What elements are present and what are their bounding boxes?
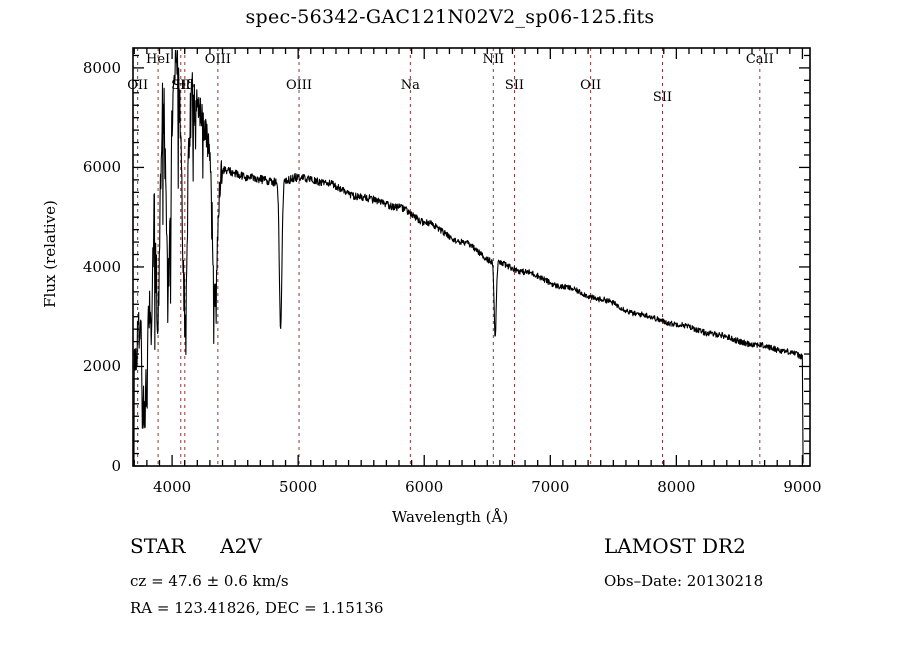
x-tick-label: 9000 (783, 478, 822, 496)
metadata-left-column: STAR A2V cz = 47.6 ± 0.6 km/s RA = 123.4… (130, 534, 383, 626)
spectral-line-label: Na (400, 78, 420, 93)
y-tick-label: 6000 (82, 158, 121, 177)
radial-velocity: cz = 47.6 ± 0.6 km/s (130, 572, 289, 590)
observation-date: Obs–Date: 20130218 (604, 572, 764, 590)
y-tick-label: 2000 (82, 357, 121, 376)
sky-coordinates: RA = 123.41826, DEC = 1.15136 (130, 599, 384, 617)
page-title: spec-56342-GAC121N02V2_sp06-125.fits (245, 6, 655, 28)
object-type: STAR (130, 534, 186, 558)
spectral-line-label: NII (482, 52, 505, 67)
x-tick-label: 5000 (279, 478, 318, 496)
marker-lines-group (137, 48, 761, 466)
x-tick-label: 8000 (657, 478, 696, 496)
spectral-line-label: HeI (145, 52, 171, 67)
spectral-line-label: SII (171, 78, 191, 93)
spectral-line-label: SII (504, 78, 525, 93)
axis-ticks-group (133, 48, 810, 467)
plot-frame (132, 47, 811, 467)
x-tick-label: 4000 (152, 478, 192, 496)
spectral-line-label: OII (127, 78, 149, 93)
y-axis-label: Flux (relative) (41, 200, 59, 308)
x-tick-label: 7000 (531, 478, 570, 496)
y-tick-label: 0 (111, 457, 121, 475)
plot-frame-group (132, 47, 811, 467)
object-summary: STAR A2V (130, 534, 383, 558)
spectral-line-label: OII (580, 78, 602, 93)
spectral-line-label: CaII (745, 52, 774, 67)
survey-name: LAMOST DR2 (604, 534, 746, 558)
spectral-line-label: OIII (204, 52, 231, 67)
x-axis-label: Wavelength (Å) (391, 508, 509, 526)
metadata-footer: STAR A2V cz = 47.6 ± 0.6 km/s RA = 123.4… (0, 534, 900, 644)
spectral-line-label: Hδ (175, 78, 195, 93)
y-tick-label: 4000 (82, 257, 121, 276)
spectrum-curve (133, 49, 804, 464)
x-tick-label: 6000 (405, 478, 444, 496)
spectral-line-label: SII (652, 90, 673, 105)
metadata-right-column: LAMOST DR2 Obs–Date: 20130218 (604, 534, 763, 599)
spectral-line-label: OIII (285, 78, 313, 93)
spectral-class: A2V (220, 534, 262, 558)
y-tick-label: 8000 (82, 58, 121, 77)
